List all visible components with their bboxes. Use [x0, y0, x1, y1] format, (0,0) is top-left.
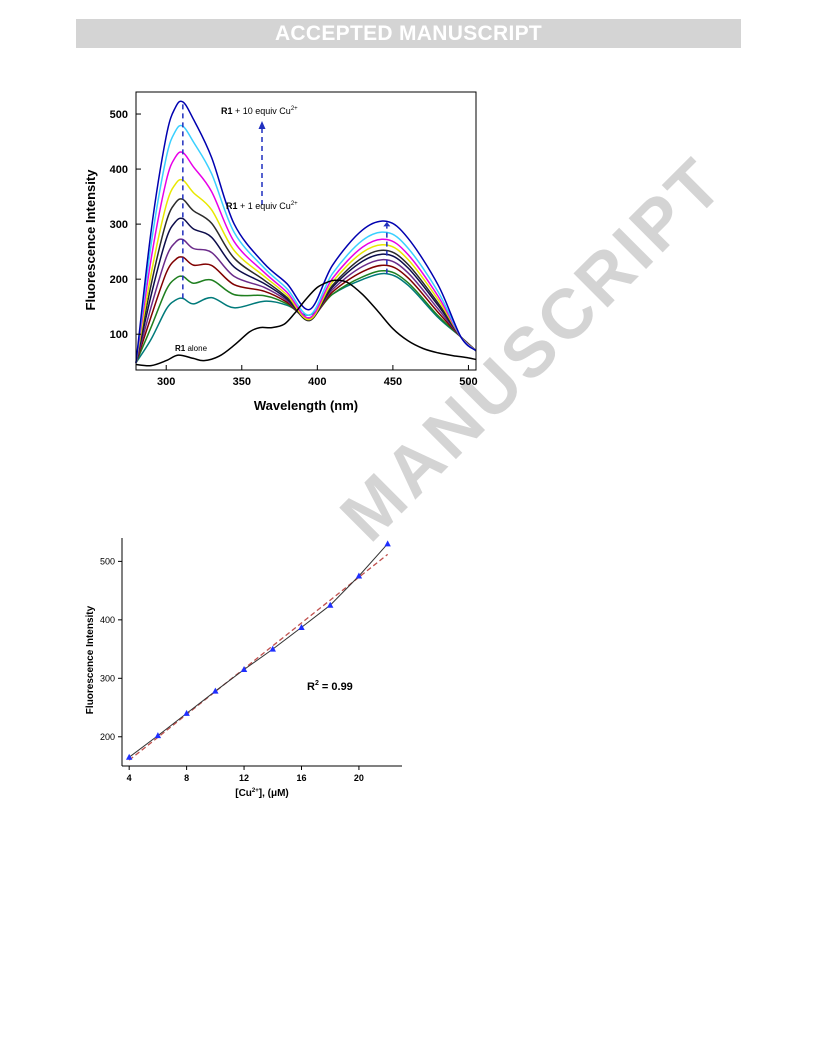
titration-series-line [135, 238, 477, 363]
data-point-marker [183, 709, 190, 716]
y-axis-label: Fluorescence Intensity [85, 605, 96, 714]
y-tick-label: 300 [100, 673, 115, 683]
y-tick-label: 200 [110, 274, 128, 286]
y-tick-label: 400 [100, 615, 115, 625]
series-group [135, 100, 477, 367]
x-tick-label: 12 [239, 773, 249, 783]
data-connect-line [128, 543, 388, 758]
titration-series-line [135, 272, 477, 364]
data-point-marker [355, 572, 363, 579]
y-tick-label: 500 [110, 109, 128, 121]
x-tick-label: 16 [296, 773, 306, 783]
r-squared-label: R2 = 0.99 [307, 680, 353, 693]
titration-series-line [135, 100, 477, 363]
data-point-marker [212, 687, 219, 694]
titration-series-line [135, 151, 477, 363]
y-tick-label: 500 [100, 556, 115, 566]
y-tick-label: 200 [100, 732, 115, 742]
axes-group: 300 350 400 450 500 100 200 300 400 500 [110, 109, 478, 388]
titration-series-line [135, 256, 477, 364]
linear-fit-line [128, 553, 389, 761]
annotation-r1-alone: R1 alone [175, 344, 208, 353]
x-tick-label: 400 [308, 376, 326, 388]
r1-alone-line [135, 279, 477, 367]
data-point-marker [298, 623, 305, 630]
data-point-marker [125, 753, 133, 760]
titration-series-line [135, 178, 477, 363]
data-point-marker [154, 732, 162, 739]
titration-series-line [135, 198, 477, 363]
x-tick-label: 450 [384, 376, 402, 388]
x-tick-label: 350 [233, 376, 251, 388]
titration-series-line [135, 124, 477, 363]
data-point-marker [384, 540, 391, 547]
arrowhead-icon [258, 121, 266, 129]
axes-group: 4 8 12 16 20 200 300 400 500 [100, 538, 402, 783]
x-tick-label: 300 [157, 376, 175, 388]
y-tick-label: 100 [110, 329, 128, 341]
data-group [125, 540, 391, 761]
arrows-group [182, 101, 391, 299]
accepted-manuscript-banner: ACCEPTED MANUSCRIPT [76, 19, 741, 48]
x-tick-label: 4 [127, 773, 132, 783]
x-tick-label: 500 [459, 376, 477, 388]
data-point-marker [327, 601, 334, 608]
annotation-one-equiv: R1 + 1 equiv Cu2+ [226, 201, 298, 211]
y-tick-label: 300 [110, 219, 128, 231]
data-point-marker [240, 666, 248, 673]
emission-spectra-chart: 300 350 400 450 500 100 200 300 400 500 Wavelengt… [83, 91, 478, 413]
x-tick-label: 20 [354, 773, 364, 783]
titration-series-line [135, 269, 477, 364]
arrowhead-icon [383, 221, 391, 227]
x-axis-label: [Cu2+], (μM) [235, 788, 289, 799]
y-axis-label: Fluorescence Intensity [83, 169, 98, 311]
titration-series-line [135, 217, 477, 363]
x-tick-label: 8 [184, 773, 189, 783]
plot-frame [135, 91, 477, 371]
data-point-marker [269, 645, 276, 652]
x-axis-label: Wavelength (nm) [254, 398, 358, 413]
y-tick-label: 400 [110, 164, 128, 176]
annotation-ten-equiv: R1 + 10 equiv Cu2+ [221, 106, 298, 116]
